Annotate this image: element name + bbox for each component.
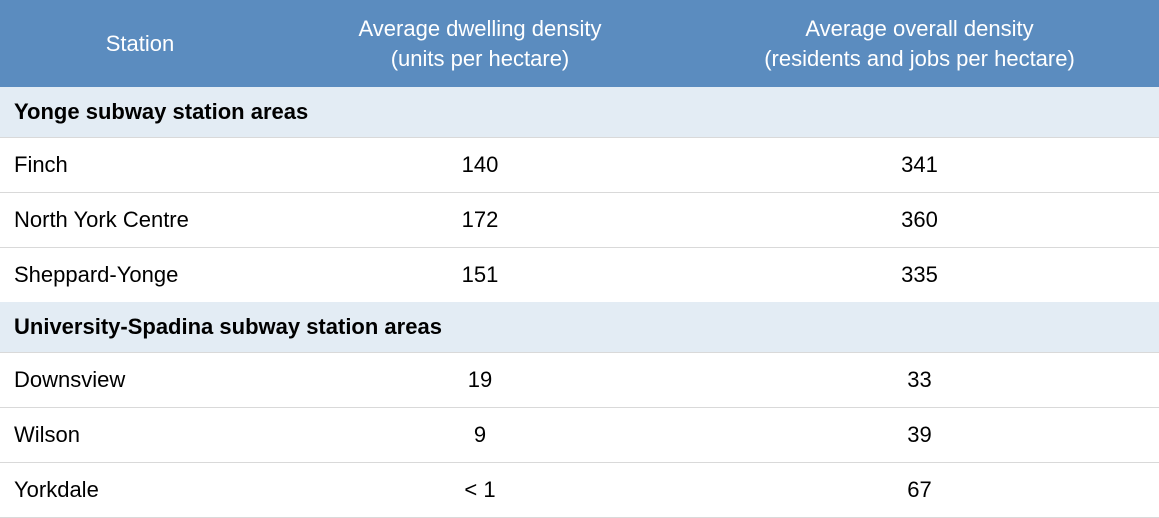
cell-dwelling: 172 xyxy=(280,193,680,248)
table-row: Sheppard-Yonge 151 335 xyxy=(0,248,1159,303)
cell-dwelling: 151 xyxy=(280,248,680,303)
density-table-container: Station Average dwelling density(units p… xyxy=(0,0,1159,518)
cell-station: North York Centre xyxy=(0,193,280,248)
section-title: Yonge subway station areas xyxy=(0,87,1159,138)
cell-overall: 39 xyxy=(680,408,1159,463)
table-body: Yonge subway station areas Finch 140 341… xyxy=(0,87,1159,518)
cell-overall: 360 xyxy=(680,193,1159,248)
col-header-overall: Average overall density(residents and jo… xyxy=(680,0,1159,87)
col-header-station: Station xyxy=(0,0,280,87)
table-row: North York Centre 172 360 xyxy=(0,193,1159,248)
section-title: University-Spadina subway station areas xyxy=(0,302,1159,353)
cell-station: Yorkdale xyxy=(0,463,280,518)
cell-overall: 335 xyxy=(680,248,1159,303)
table-header: Station Average dwelling density(units p… xyxy=(0,0,1159,87)
cell-dwelling: < 1 xyxy=(280,463,680,518)
cell-overall: 341 xyxy=(680,138,1159,193)
cell-dwelling: 19 xyxy=(280,353,680,408)
col-header-dwelling: Average dwelling density(units per hecta… xyxy=(280,0,680,87)
cell-dwelling: 9 xyxy=(280,408,680,463)
section-header: Yonge subway station areas xyxy=(0,87,1159,138)
cell-dwelling: 140 xyxy=(280,138,680,193)
cell-station: Downsview xyxy=(0,353,280,408)
table-row: Finch 140 341 xyxy=(0,138,1159,193)
table-row: Downsview 19 33 xyxy=(0,353,1159,408)
cell-overall: 33 xyxy=(680,353,1159,408)
cell-station: Sheppard-Yonge xyxy=(0,248,280,303)
cell-station: Finch xyxy=(0,138,280,193)
density-table: Station Average dwelling density(units p… xyxy=(0,0,1159,518)
table-row: Wilson 9 39 xyxy=(0,408,1159,463)
cell-overall: 67 xyxy=(680,463,1159,518)
section-header: University-Spadina subway station areas xyxy=(0,302,1159,353)
cell-station: Wilson xyxy=(0,408,280,463)
table-row: Yorkdale < 1 67 xyxy=(0,463,1159,518)
